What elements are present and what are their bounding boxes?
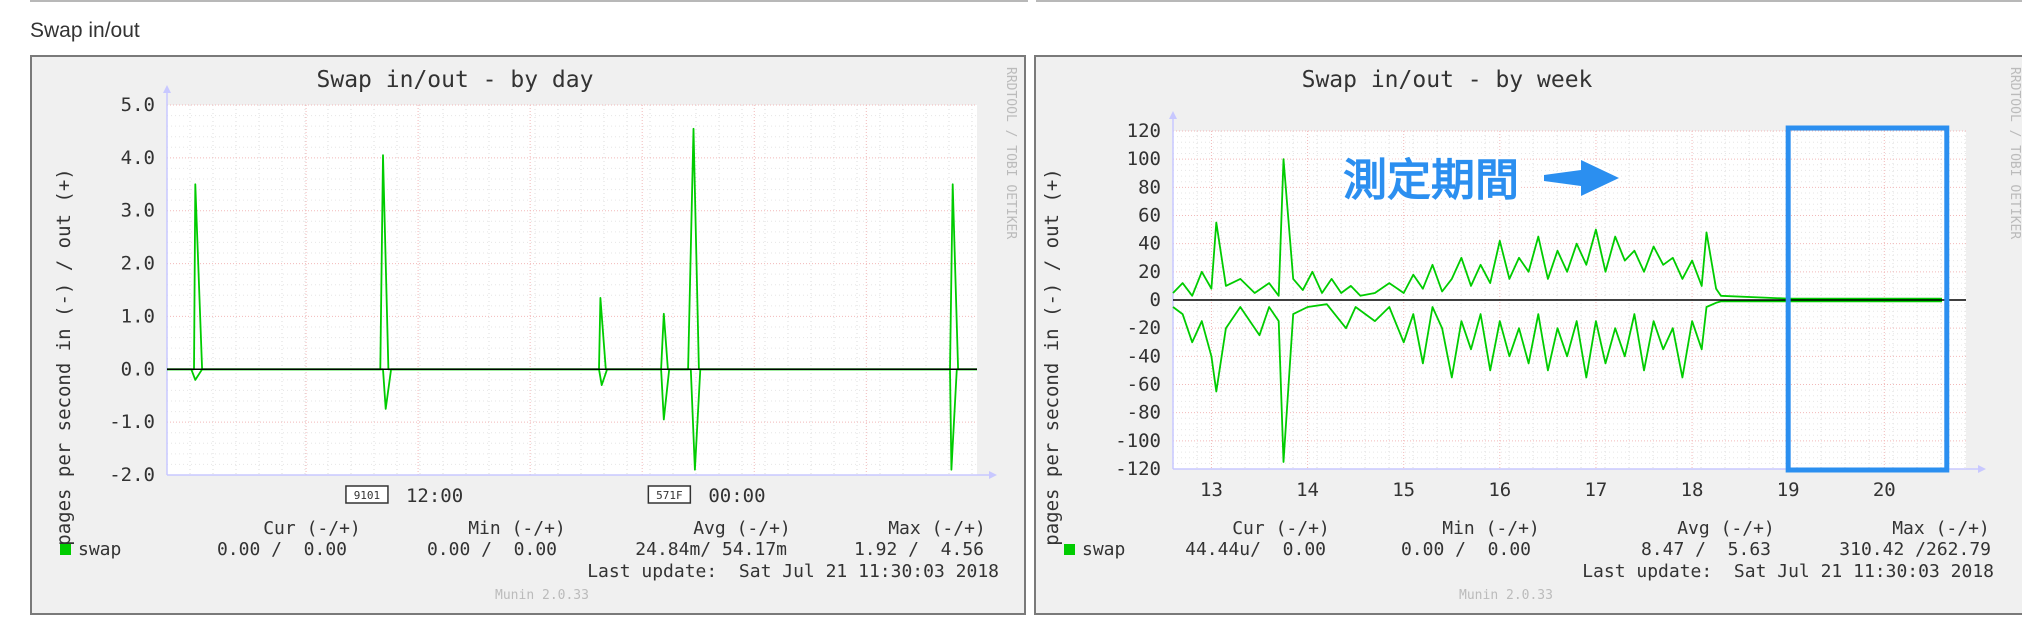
section-title: Swap in/out [30, 19, 140, 42]
annotation-label: 測定期間 [1343, 155, 1519, 206]
chart-panel-day: -2.0 -1.0 0.0 1.0 2.0 3.0 4.0 5.0 9101 12:00 571F 0… [30, 55, 1026, 615]
legend-swatch [1064, 544, 1075, 555]
munin-footer: Munin 2.0.33 [495, 588, 589, 603]
x-tick-label: 20 [1873, 479, 1896, 501]
x-tick-label: 17 [1584, 479, 1607, 501]
y-tick-label: 1.0 [121, 305, 155, 327]
legend-cur-value: 44.44u/ 0.00 [1185, 539, 1326, 560]
legend-header-max: Max (-/+) [888, 518, 986, 539]
y-axis-arrow-icon [1169, 111, 1177, 119]
y-axis-arrow-icon [163, 85, 171, 93]
y-tick-label: 0.0 [121, 358, 155, 380]
y-tick-label: -40 [1127, 345, 1161, 367]
y-tick-label: 80 [1138, 176, 1161, 198]
legend-avg-value: 8.47 / 5.63 [1641, 539, 1771, 560]
legend-header-min: Min (-/+) [1442, 518, 1540, 539]
x-tick-label: 19 [1777, 479, 1800, 501]
y-tick-label: -1.0 [109, 411, 155, 433]
y-tick-label: 40 [1138, 233, 1161, 255]
y-axis-label: pages per second in (-) / out (+) [53, 168, 75, 546]
x-axis-arrow-icon [989, 471, 997, 479]
top-rule-right [1036, 0, 2022, 2]
last-update: Last update: Sat Jul 21 11:30:03 2018 [1582, 561, 1994, 582]
legend-header-max: Max (-/+) [1892, 518, 1990, 539]
x-tick-box [647, 485, 692, 504]
legend-series-name: swap [78, 539, 121, 560]
annotation-arrow-icon [1542, 157, 1623, 199]
legend-header-min: Min (-/+) [468, 518, 566, 539]
side-label: RRDTOOL / TOBI OETIKER [1003, 67, 1018, 239]
y-tick-label: 60 [1138, 205, 1161, 227]
chart-title: Swap in/out - by week [1302, 67, 1593, 93]
legend-series-name: swap [1082, 539, 1125, 560]
y-tick-label: -20 [1127, 317, 1161, 339]
x-tick-label: 14 [1296, 479, 1319, 501]
legend-header-cur: Cur (-/+) [1232, 518, 1330, 539]
chart-title: Swap in/out - by day [317, 67, 594, 93]
x-tick-label: 13 [1200, 479, 1223, 501]
legend-avg-value: 24.84m/ 54.17m [635, 539, 787, 560]
x-tick-label: 15 [1392, 479, 1415, 501]
y-tick-label: 100 [1127, 148, 1161, 170]
chart-panel-week: -120 -100 -80 -60 -40 -20 0 20 40 60 80 100 120 13 14 1… [1034, 55, 2022, 615]
y-tick-label: 3.0 [121, 200, 155, 222]
x-tick-label: 18 [1681, 479, 1704, 501]
y-tick-label: 0 [1150, 289, 1161, 311]
y-tick-label: -80 [1127, 402, 1161, 424]
y-tick-label: 20 [1138, 261, 1161, 283]
side-label: RRDTOOL / TOBI OETIKER [2007, 67, 2022, 239]
legend-min-value: 0.00 / 0.00 [1401, 539, 1531, 560]
x-tick-label: 00:00 [708, 485, 765, 507]
x-tick-box-label: 9101 [354, 489, 381, 502]
y-tick-label: 4.0 [121, 147, 155, 169]
legend-header-cur: Cur (-/+) [263, 518, 361, 539]
series-swap-in [1172, 300, 1942, 463]
chart-day: -2.0 -1.0 0.0 1.0 2.0 3.0 4.0 5.0 9101 12:00 571F 0… [32, 57, 1024, 613]
x-tick-box-label: 571F [656, 489, 683, 502]
y-tick-label: 2.0 [121, 253, 155, 275]
munin-footer: Munin 2.0.33 [1459, 588, 1553, 603]
annotation-callout: 測定期間 [1340, 152, 1623, 209]
legend-min-value: 0.00 / 0.00 [427, 539, 557, 560]
plot-area [167, 105, 977, 475]
y-tick-label: -2.0 [109, 464, 155, 486]
legend-cur-value: 0.00 / 0.00 [217, 539, 347, 560]
y-tick-label: -100 [1115, 430, 1161, 452]
y-tick-label: -60 [1127, 374, 1161, 396]
legend-swatch [60, 544, 71, 555]
legend-max-value: 1.92 / 4.56 [854, 539, 984, 560]
legend-max-value: 310.42 /262.79 [1839, 539, 1991, 560]
y-axis-label: pages per second in (-) / out (+) [1041, 168, 1063, 546]
y-tick-label: 5.0 [121, 94, 155, 116]
top-rule-left [30, 0, 1028, 2]
y-tick-label: -120 [1115, 458, 1161, 480]
measurement-period-box [1785, 125, 1950, 473]
x-tick-box [345, 485, 389, 504]
legend-header-avg: Avg (-/+) [693, 518, 791, 539]
chart-week: -120 -100 -80 -60 -40 -20 0 20 40 60 80 100 120 13 14 1… [1036, 57, 2022, 613]
x-tick-label: 12:00 [406, 485, 463, 507]
y-tick-label: 120 [1127, 120, 1161, 142]
last-update: Last update: Sat Jul 21 11:30:03 2018 [587, 561, 999, 582]
legend-header-avg: Avg (-/+) [1677, 518, 1775, 539]
series-swap-out [1172, 158, 1942, 300]
x-axis-arrow-icon [1978, 465, 1986, 473]
x-tick-label: 16 [1488, 479, 1511, 501]
